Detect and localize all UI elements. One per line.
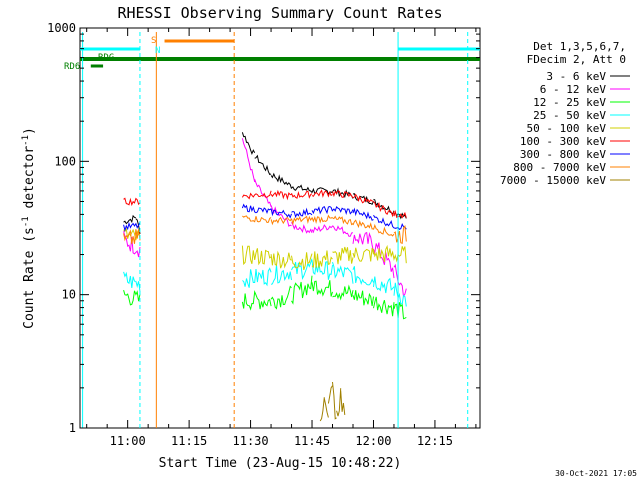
y-tick-label: 1 <box>69 421 76 435</box>
x-tick-label: 12:15 <box>417 434 453 448</box>
plot-area <box>79 27 481 429</box>
legend-label: 100 - 300 keV <box>520 135 606 148</box>
series-line-3 <box>123 258 407 307</box>
series-line-0 <box>123 132 407 234</box>
flag-label-night: N <box>155 46 160 56</box>
x-tick-label: 11:45 <box>294 434 330 448</box>
series-line-1 <box>123 138 407 299</box>
legend-label: 25 - 50 keV <box>533 109 606 122</box>
legend-label: 800 - 7000 keV <box>513 161 606 174</box>
y-axis-label: Count Rate (s-1 detector-1) <box>21 127 37 329</box>
legend-label: 50 - 100 keV <box>527 122 607 135</box>
series-line-5 <box>123 189 407 219</box>
x-tick-label: 11:15 <box>171 434 207 448</box>
y-tick-label: 1000 <box>47 21 76 35</box>
legend-header-line-2: FDecim 2, Att 0 <box>527 53 626 66</box>
series-line-2 <box>123 275 407 320</box>
flag-label-saa: S <box>151 36 156 46</box>
flag-label-rd6: RD6 <box>64 62 80 72</box>
status-flags: RDG RD6 SN <box>64 32 480 428</box>
series-line-4 <box>123 227 407 271</box>
x-tick-label: 11:00 <box>110 434 146 448</box>
generation-timestamp: 30-Oct-2021 17:05 <box>555 469 637 478</box>
legend-label: 12 - 25 keV <box>533 96 606 109</box>
legend-label: 7000 - 15000 keV <box>500 174 606 187</box>
chart-title: RHESSI Observing Summary Count Rates <box>117 4 442 22</box>
legend: Det 1,3,5,6,7, FDecim 2, Att 0 3 - 6 keV… <box>500 40 630 187</box>
x-tick-label: 12:00 <box>355 434 391 448</box>
y-tick-label: 10 <box>62 288 76 302</box>
legend-header-line-1: Det 1,3,5,6,7, <box>533 40 626 53</box>
x-axis-label: Start Time (23-Aug-15 10:48:22) <box>159 456 402 471</box>
y-axis: 1 10 100 1000 <box>47 21 480 435</box>
x-tick-label: 11:30 <box>233 434 269 448</box>
series-line-6 <box>123 203 407 233</box>
series-lines <box>123 132 407 422</box>
legend-label: 300 - 800 keV <box>520 148 606 161</box>
legend-label: 6 - 12 keV <box>540 83 607 96</box>
series-line-7 <box>123 214 407 245</box>
legend-label: 3 - 6 keV <box>546 70 606 83</box>
flag-label-rdg: RDG <box>98 53 114 63</box>
y-tick-label: 100 <box>54 154 76 168</box>
series-line-8 <box>319 381 346 422</box>
x-axis: 11:00 11:15 11:30 11:45 12:00 12:15 <box>86 28 477 448</box>
